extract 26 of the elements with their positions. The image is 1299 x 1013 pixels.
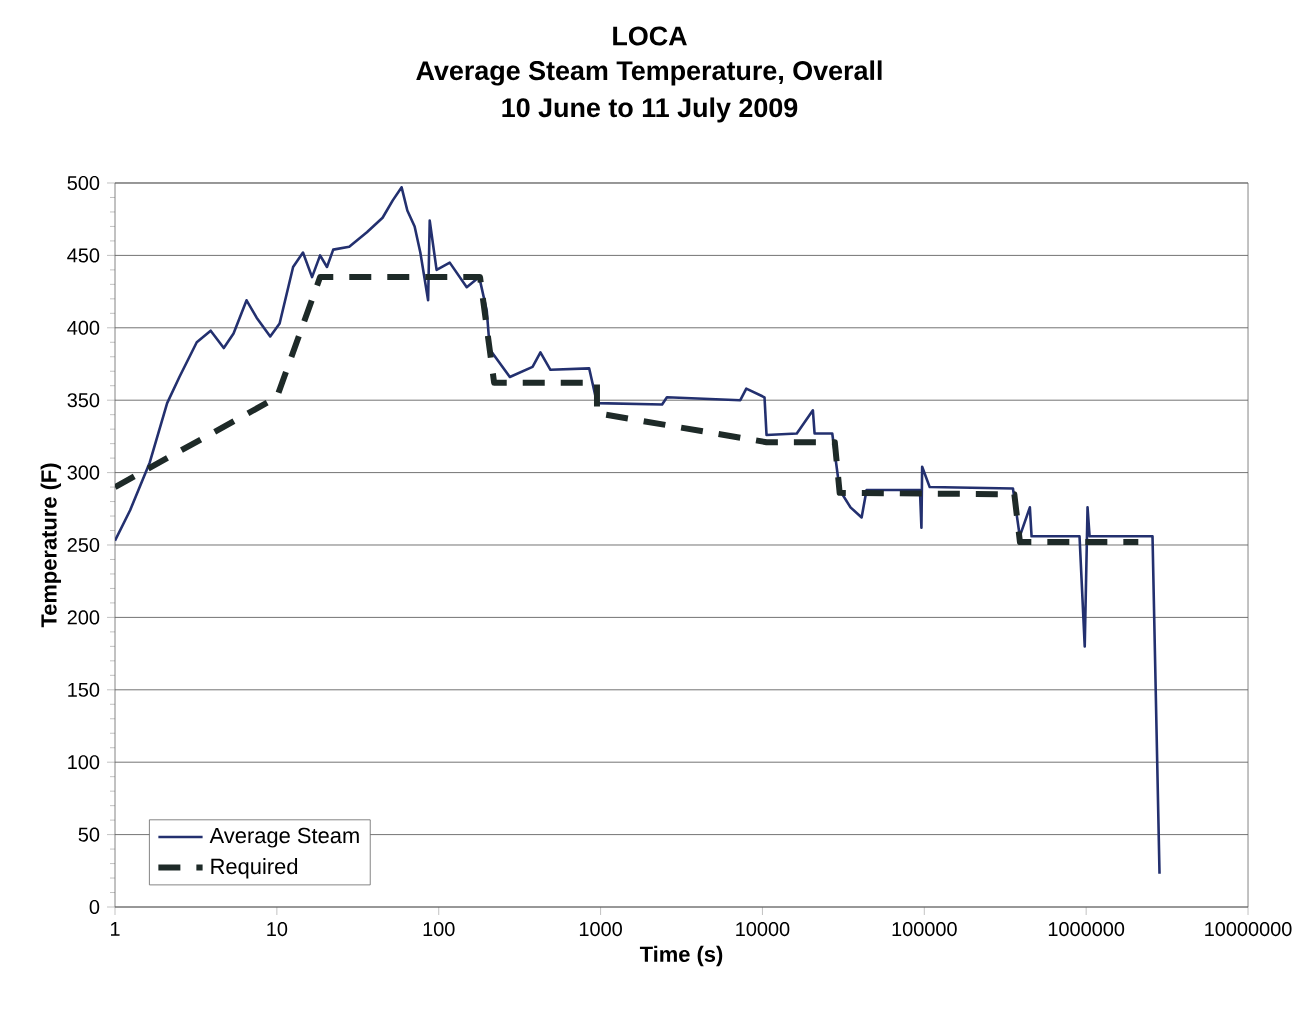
y-tick-label: 50 xyxy=(78,827,100,842)
y-tick-label: 500 xyxy=(67,175,100,191)
x-tick-label: 10000 xyxy=(736,922,790,937)
text: 10 June to 11 July 2009 xyxy=(502,97,798,123)
y-tick-label: 0 xyxy=(89,899,100,915)
x-tick-label: 100 xyxy=(423,922,455,937)
y-tick-label: 400 xyxy=(67,320,100,335)
y-tick-label: 250 xyxy=(67,537,100,553)
y-tick-label: 150 xyxy=(68,682,100,697)
y-tick-label: 200 xyxy=(67,610,100,625)
x-tick-label: 1000 xyxy=(579,922,622,937)
x-tick-label: 1000000 xyxy=(1048,922,1125,937)
legend-label: Average Steam xyxy=(209,827,359,848)
x-tick-label: 100000 xyxy=(892,922,957,937)
chart-title: LOCA xyxy=(613,26,687,46)
x-tick-label: 10 xyxy=(267,922,288,937)
x-tick-label: 10000000 xyxy=(1205,922,1292,937)
y-tick-label: 450 xyxy=(67,248,100,263)
y-tick-label: 100 xyxy=(68,755,100,770)
x-axis-title: Time (s) xyxy=(639,945,723,967)
y-tick-label: 350 xyxy=(67,393,100,408)
legend-label: Required xyxy=(211,858,298,879)
chart-subtitle: Average Steam Temperature, Overall xyxy=(416,60,882,86)
y-axis-title: Temperature (F) xyxy=(40,463,62,628)
y-tick-label: 300 xyxy=(67,465,100,480)
x-tick-label: 1 xyxy=(110,922,120,936)
